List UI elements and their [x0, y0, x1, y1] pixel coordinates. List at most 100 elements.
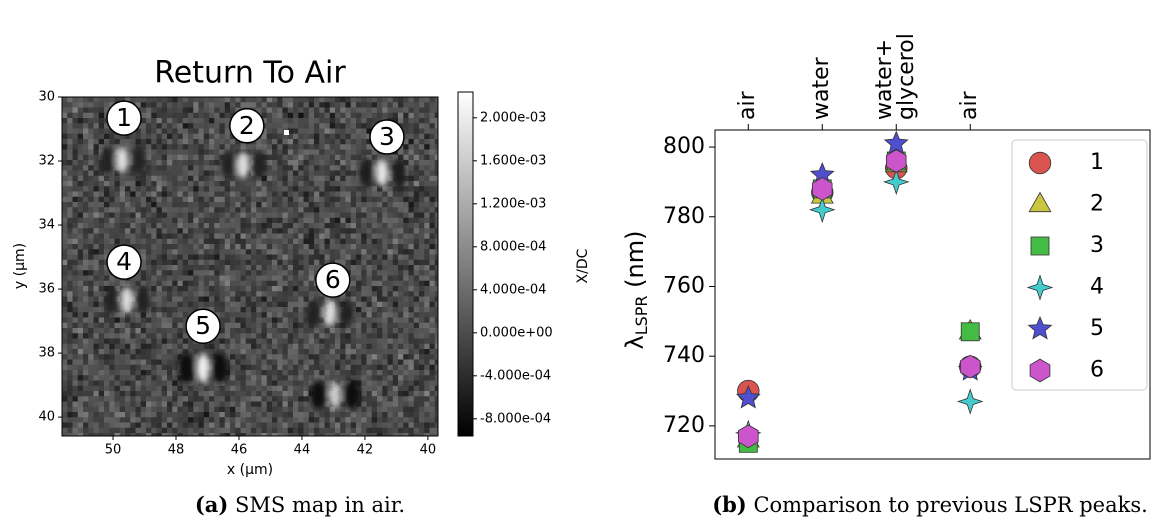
map-pixel: [413, 354, 420, 360]
map-pixel: [266, 301, 273, 308]
map-pixel: [371, 118, 378, 124]
map-pixel: [62, 244, 68, 250]
map-pixel: [303, 354, 310, 360]
map-pixel: [340, 97, 346, 103]
map-pixel: [340, 401, 346, 408]
map-pixel: [245, 259, 252, 266]
map-pixel: [366, 296, 373, 303]
map-pixel: [356, 217, 362, 224]
map-pixel: [240, 317, 247, 324]
map-pixel: [177, 412, 184, 418]
map-pixel: [361, 212, 367, 219]
map-pixel: [109, 196, 115, 203]
map-pixel: [424, 196, 430, 203]
map-pixel: [182, 401, 189, 408]
map-pixel: [413, 107, 420, 114]
map-pixel: [361, 375, 367, 381]
map-pixel: [266, 317, 273, 324]
map-pixel: [382, 375, 388, 381]
map-pixel: [151, 202, 157, 208]
map-pixel: [114, 343, 121, 350]
map-pixel: [413, 154, 420, 161]
map-pixel: [251, 244, 257, 250]
map-pixel: [167, 427, 173, 434]
map-pixel: [324, 259, 331, 266]
map-pixel: [429, 349, 436, 355]
map-pixel: [413, 259, 420, 266]
map-pixel: [424, 133, 430, 140]
map-pixel: [114, 333, 121, 339]
map-pixel: [67, 307, 73, 313]
map-pixel: [198, 112, 205, 119]
map-pixel: [209, 301, 215, 308]
map-pixel: [214, 280, 220, 287]
map-pixel: [72, 312, 79, 318]
map-pixel: [261, 391, 268, 397]
map-pixel: [182, 286, 189, 292]
map-pixel: [366, 391, 373, 397]
map-pixel: [167, 322, 173, 329]
map-pixel: [429, 170, 436, 177]
map-pixel: [261, 375, 268, 381]
map-pixel: [161, 112, 168, 119]
map-pixel: [277, 228, 283, 234]
map-pixel: [293, 223, 299, 229]
map-pixel: [319, 406, 325, 413]
map-pixel: [266, 380, 273, 387]
map-pixel: [93, 422, 100, 429]
map-pixel: [130, 406, 136, 413]
map-pixel: [172, 154, 178, 161]
map-pixel: [203, 160, 210, 166]
map-pixel: [256, 343, 262, 350]
map-pixel: [392, 196, 399, 203]
map-pixel: [130, 296, 136, 303]
map-pixel: [235, 154, 241, 161]
map-pixel: [371, 412, 378, 418]
map-pixel: [135, 175, 142, 182]
map-pixel: [198, 175, 205, 182]
map-pixel: [77, 354, 84, 360]
map-pixel: [104, 391, 110, 397]
map-pixel: [98, 259, 105, 266]
map-pixel: [429, 385, 436, 392]
map-pixel: [256, 380, 262, 387]
map-pixel: [345, 406, 352, 413]
map-pixel: [319, 412, 325, 418]
map-pixel: [277, 144, 283, 150]
map-pixel: [419, 349, 425, 355]
map-pixel: [424, 128, 430, 135]
map-pixel: [219, 396, 226, 402]
map-pixel: [303, 212, 310, 219]
map-pixel: [413, 343, 420, 350]
map-pixel: [340, 254, 346, 261]
map-pixel: [413, 144, 420, 150]
map-pixel: [256, 254, 262, 261]
map-pixel: [356, 196, 362, 203]
map-pixel: [203, 412, 210, 418]
map-pixel: [261, 149, 268, 156]
map-pixel: [219, 170, 226, 177]
map-pixel: [172, 417, 178, 423]
map-pixel: [319, 338, 325, 345]
map-pixel: [298, 181, 304, 187]
map-pixel: [282, 196, 289, 203]
map-pixel: [413, 207, 420, 213]
map-pixel: [308, 249, 315, 255]
map-pixel: [182, 212, 189, 219]
map-pixel: [413, 244, 420, 250]
map-pixel: [335, 238, 341, 245]
map-pixel: [350, 265, 357, 271]
map-pixel: [77, 181, 84, 187]
map-pixel: [371, 233, 378, 240]
map-pixel: [314, 375, 320, 381]
map-pixel: [167, 139, 173, 145]
map-pixel: [77, 317, 84, 324]
map-pixel: [72, 244, 79, 250]
map-pixel: [72, 144, 79, 150]
map-pixel: [182, 396, 189, 402]
map-pixel: [224, 343, 231, 350]
map-pixel: [177, 433, 184, 436]
map-pixel: [251, 275, 257, 282]
map-pixel: [298, 128, 304, 135]
map-pixel: [251, 385, 257, 392]
